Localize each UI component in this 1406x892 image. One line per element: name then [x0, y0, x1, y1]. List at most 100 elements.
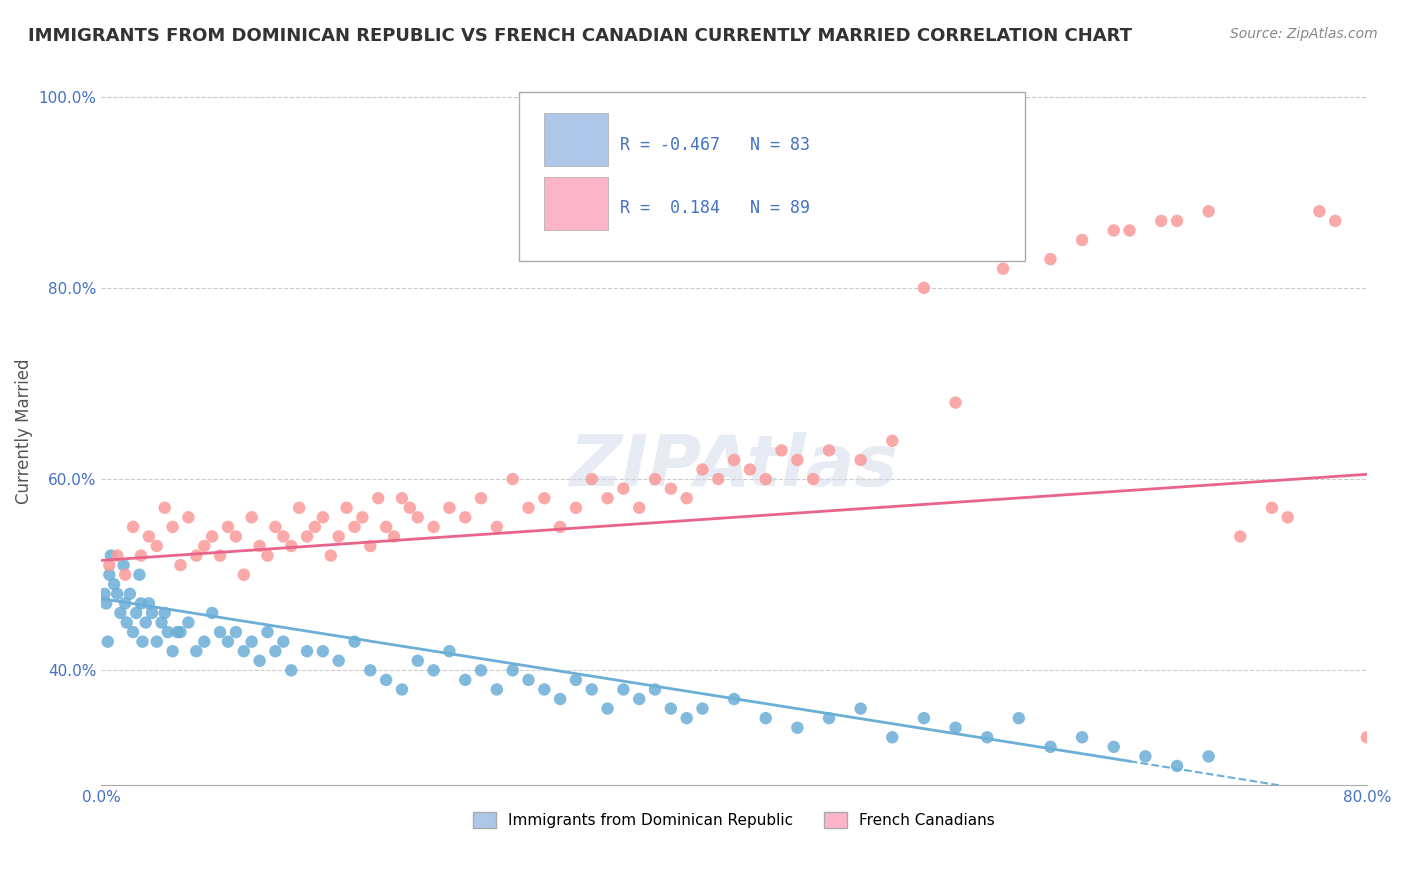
Point — [1388, 701, 1406, 715]
Point — [818, 711, 841, 725]
Point — [153, 500, 176, 515]
Point — [105, 549, 128, 563]
Point — [201, 606, 224, 620]
Point — [343, 634, 366, 648]
FancyBboxPatch shape — [544, 177, 607, 229]
Point — [439, 500, 461, 515]
Point — [240, 510, 263, 524]
Point — [945, 395, 967, 409]
Point — [359, 539, 381, 553]
Point — [328, 654, 350, 668]
Point — [581, 472, 603, 486]
Point — [125, 606, 148, 620]
Point — [319, 549, 342, 563]
Point — [755, 711, 778, 725]
Point — [976, 731, 998, 745]
Point — [692, 462, 714, 476]
Point — [295, 644, 318, 658]
Point — [131, 634, 153, 648]
Point — [738, 462, 761, 476]
Point — [422, 520, 444, 534]
Text: IMMIGRANTS FROM DOMINICAN REPUBLIC VS FRENCH CANADIAN CURRENTLY MARRIED CORRELAT: IMMIGRANTS FROM DOMINICAN REPUBLIC VS FR… — [28, 27, 1132, 45]
Point — [217, 520, 239, 534]
Point — [628, 500, 651, 515]
Point — [1308, 204, 1330, 219]
Point — [288, 500, 311, 515]
Point — [162, 520, 184, 534]
Text: Source: ZipAtlas.com: Source: ZipAtlas.com — [1230, 27, 1378, 41]
Point — [169, 625, 191, 640]
Point — [273, 529, 295, 543]
Point — [770, 443, 793, 458]
Point — [375, 673, 398, 687]
Point — [612, 482, 634, 496]
Point — [692, 701, 714, 715]
Point — [115, 615, 138, 630]
Point — [256, 549, 278, 563]
FancyBboxPatch shape — [544, 112, 607, 166]
Point — [382, 529, 405, 543]
Point — [112, 558, 135, 573]
Point — [93, 587, 115, 601]
Point — [193, 539, 215, 553]
Point — [399, 500, 422, 515]
Point — [1102, 223, 1125, 237]
Point — [454, 673, 477, 687]
Point — [110, 606, 132, 620]
Point — [249, 654, 271, 668]
Point — [1198, 204, 1220, 219]
Point — [723, 453, 745, 467]
FancyBboxPatch shape — [519, 92, 1025, 261]
Point — [367, 491, 389, 506]
Point — [644, 682, 666, 697]
Point — [1071, 731, 1094, 745]
Point — [98, 558, 121, 573]
Point — [755, 472, 778, 486]
Point — [517, 500, 540, 515]
Point — [485, 682, 508, 697]
Point — [707, 472, 730, 486]
Point — [912, 711, 935, 725]
Point — [129, 596, 152, 610]
Point — [166, 625, 188, 640]
Point — [786, 721, 808, 735]
Point — [1039, 252, 1062, 267]
Point — [352, 510, 374, 524]
Point — [675, 491, 697, 506]
Point — [146, 634, 169, 648]
Point — [1229, 529, 1251, 543]
Point — [533, 491, 555, 506]
Point — [135, 615, 157, 630]
Point — [138, 529, 160, 543]
Point — [644, 472, 666, 486]
Point — [628, 692, 651, 706]
Point — [723, 692, 745, 706]
Point — [280, 539, 302, 553]
Point — [177, 510, 200, 524]
Point — [129, 549, 152, 563]
Point — [128, 567, 150, 582]
Point — [280, 663, 302, 677]
Point — [596, 701, 619, 715]
Point — [565, 500, 588, 515]
Point — [849, 701, 872, 715]
Point — [422, 663, 444, 677]
Legend: Immigrants from Dominican Republic, French Canadians: Immigrants from Dominican Republic, Fren… — [467, 805, 1001, 834]
Point — [201, 529, 224, 543]
Point — [1039, 739, 1062, 754]
Point — [141, 606, 163, 620]
Point — [1355, 731, 1378, 745]
Point — [502, 472, 524, 486]
Point — [1008, 233, 1031, 247]
Point — [882, 731, 904, 745]
Point — [118, 587, 141, 601]
Point — [114, 567, 136, 582]
Point — [225, 529, 247, 543]
Point — [186, 549, 208, 563]
Point — [517, 673, 540, 687]
Text: ZIPAtlas: ZIPAtlas — [569, 432, 898, 501]
Point — [675, 711, 697, 725]
Point — [153, 606, 176, 620]
Y-axis label: Currently Married: Currently Married — [15, 359, 32, 504]
Point — [100, 549, 122, 563]
